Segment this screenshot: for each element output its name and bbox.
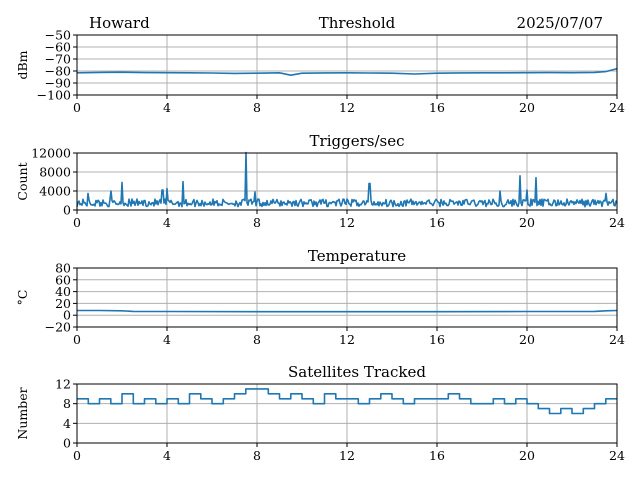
y-tick-label: 4000 [39,184,71,199]
series-line [76,67,618,76]
report-date: 2025/07/07 [517,14,603,32]
panel-2: 0 4 8 12 16 20 24 0 4000 8000 12000 Triggers/sec Cou… [15,132,625,230]
x-tick-label: 16 [429,332,445,347]
y-tick-label: 8000 [39,165,71,180]
x-tick-label: 4 [163,215,171,230]
chart-title: Temperature [308,247,406,265]
x-tick-label: 20 [519,215,535,230]
series-line [76,151,618,208]
y-tick-label: 8 [63,396,71,411]
x-tick-label: 24 [609,448,625,463]
x-tick-label: 12 [339,448,355,463]
y-axis-label: Count [15,162,30,200]
x-tick-label: 4 [163,448,171,463]
y-tick-label: 60 [55,272,71,287]
x-tick-label: 0 [73,215,81,230]
x-tick-label: 16 [429,100,445,115]
x-tick-label: 16 [429,448,445,463]
x-tick-label: 0 [73,100,81,115]
x-tick-label: 20 [519,100,535,115]
y-tick-label: −60 [45,40,71,55]
y-tick-label: −20 [45,320,71,335]
y-tick-label: −50 [45,28,71,43]
y-tick-label: 12000 [31,146,71,161]
y-tick-label: 0 [63,308,71,323]
y-axis-label: dBm [15,50,30,79]
y-tick-label: −90 [45,76,71,91]
y-tick-label: 12 [55,377,71,392]
x-tick-label: 8 [253,332,261,347]
y-tick-label: 40 [55,284,71,299]
x-tick-label: 12 [339,100,355,115]
x-tick-label: 0 [73,332,81,347]
y-tick-label: 4 [63,416,71,431]
chart-title: Threshold [319,14,396,32]
series-line [77,388,617,415]
x-tick-label: 0 [73,448,81,463]
chart-title: Triggers/sec [310,132,405,150]
y-tick-label: −80 [45,64,71,79]
x-tick-label: 24 [609,332,625,347]
chart-title: Satellites Tracked [288,363,426,381]
x-tick-label: 4 [163,332,171,347]
x-tick-label: 16 [429,215,445,230]
y-tick-label: −70 [45,52,71,67]
series-line [77,309,618,313]
panel-1: 0 4 8 12 16 20 24 −100−90−80−70−60−50 Threshold d… [15,14,625,115]
y-axis-label: Number [15,387,30,439]
y-tick-label: −100 [37,88,71,103]
x-tick-label: 20 [519,448,535,463]
station-name: Howard [89,14,150,32]
y-tick-label: 0 [63,436,71,451]
x-tick-label: 4 [163,100,171,115]
x-tick-label: 24 [609,215,625,230]
x-tick-label: 24 [609,100,625,115]
x-tick-label: 8 [253,448,261,463]
x-tick-label: 20 [519,332,535,347]
x-tick-label: 8 [253,215,261,230]
y-tick-label: 20 [55,296,71,311]
x-tick-label: 12 [339,332,355,347]
y-axis-label: °C [15,290,30,306]
y-tick-label: 0 [63,203,71,218]
panel-4: 0 4 8 12 16 20 24 0 4 8 12 Satellites Tracked Number [15,363,625,463]
x-tick-label: 12 [339,215,355,230]
y-tick-label: 80 [55,261,71,276]
chart-panels: 0 4 8 12 16 20 24 −100−90−80−70−60−50 Threshold d… [15,14,625,463]
x-tick-label: 8 [253,100,261,115]
